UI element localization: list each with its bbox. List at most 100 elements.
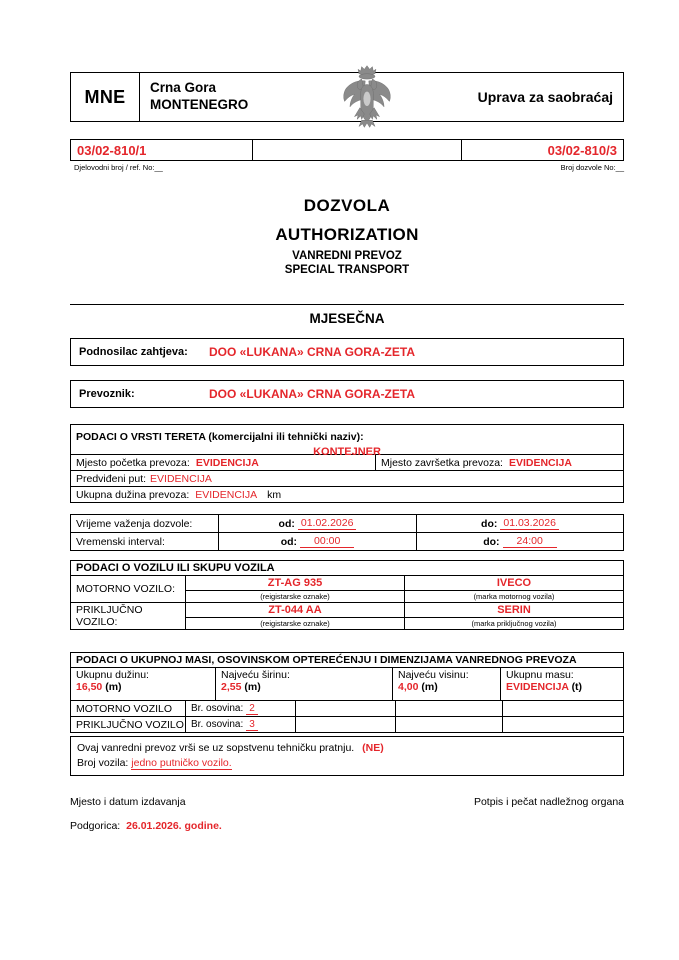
total-mass-unit: (t) <box>571 681 583 693</box>
vehicle-section: PODACI O VOZILU ILI SKUPU VOZILA MOTORNO… <box>70 560 624 630</box>
route-label: Predviđeni put: <box>76 472 147 485</box>
mass-section-header: PODACI O UKUPNOJ MASI, OSOVINSKOM OPTERE… <box>71 653 623 668</box>
applicant-row: Podnosilac zahtjeva: DOO «LUKANA» CRNA G… <box>70 338 624 366</box>
subtitle-special-transport: SPECIAL TRANSPORT <box>284 264 410 276</box>
title-dozvola: DOZVOLA <box>303 196 391 215</box>
trailer-vehicle-row: PRIKLJUČNO VOZILO: ZT-044 AA (reigistars… <box>71 603 623 629</box>
trailer-axles-cell: Br. osovina: 3 <box>186 717 296 732</box>
motor-vehicle-make-caption: (marka motornog vozila) <box>473 592 555 601</box>
width-cell: Najveću širinu: 2,55 (m) <box>216 668 393 700</box>
motor-vehicle-make-col: IVECO (marka motornog vozila) <box>405 576 623 602</box>
country-name-english: MONTENEGRO <box>150 97 249 112</box>
reference-middle-cell <box>253 140 462 160</box>
cargo-places-row: Mjesto početka prevoza: EVIDENCIJA Mjest… <box>71 455 623 471</box>
escort-vehicle-count-value: jedno putničko vozilo. <box>131 757 232 771</box>
permit-period: MJESEČNA <box>309 311 385 326</box>
origin-label: Mjesto početka prevoza: <box>76 456 190 469</box>
time-interval-label: Vremenski interval: <box>71 533 219 550</box>
trailer-axles-count: 3 <box>246 719 258 731</box>
length-unit: (m) <box>105 681 122 693</box>
trailer-plate: ZT-044 AA <box>186 603 404 618</box>
height-unit: (m) <box>421 681 438 693</box>
motor-axles-blank-2 <box>396 701 503 716</box>
country-code: MNE <box>71 73 140 121</box>
reference-left-number: 03/02-810/1 <box>77 142 147 158</box>
motor-axles-cell: Br. osovina: 2 <box>186 701 296 716</box>
interval-from-value: 00:00 <box>300 535 355 548</box>
reference-left-cell: 03/02-810/1 <box>71 140 253 160</box>
length-value-line: 16,50 (m) <box>76 681 210 693</box>
motor-axles-row: MOTORNO VOZILO Br. osovina: 2 <box>71 701 623 717</box>
issuing-date: 26.01.2026. godine. <box>126 820 222 832</box>
trailer-make-col: SERIN (marka priključnog vozila) <box>405 603 623 629</box>
motor-vehicle-row: MOTORNO VOZILO: ZT-AG 935 (reigistarske … <box>71 576 623 603</box>
country-name-local: Crna Gora <box>150 80 217 96</box>
validity-period-row: Vrijeme važenja dozvole: od: 01.02.2026 … <box>71 515 623 533</box>
distance-cell: Ukupna dužina prevoza: EVIDENCIJA km <box>71 487 623 502</box>
vehicle-section-header: PODACI O VOZILU ILI SKUPU VOZILA <box>71 561 623 576</box>
interval-to-value: 24:00 <box>502 535 557 548</box>
destination-cell: Mjesto završetka prevoza: EVIDENCIJA <box>376 455 623 470</box>
cargo-details-section: PODACI O VRSTI TERETA (komercijalni ili … <box>70 424 624 503</box>
escort-vehicle-count-label: Broj vozila: <box>77 757 129 770</box>
cargo-header-bold: PODACI O VRSTI TERETA <box>76 431 206 443</box>
applicant-value: DOO «LUKANA» CRNA GORA-ZETA <box>209 345 415 359</box>
permit-number: 03/02-810/3 <box>547 142 617 158</box>
signature-stamp-label: Potpis i pečat nadležnog organa <box>473 796 624 808</box>
trailer-axles-label: PRIKLJUČNO VOZILO <box>71 717 186 732</box>
place-date-label: Mjesto i datum izdavanja <box>70 796 186 808</box>
trailer-vehicle-label: PRIKLJUČNO VOZILO: <box>71 603 186 629</box>
time-interval-row: Vremenski interval: od: 00:00 do: 24:00 <box>71 533 623 550</box>
cargo-name-value: KONTEJNER <box>313 446 381 458</box>
interval-to-label: do: <box>483 535 500 548</box>
trailer-make: SERIN <box>405 603 623 618</box>
validity-from-label: od: <box>278 517 295 530</box>
validity-period-label: Vrijeme važenja dozvole: <box>71 515 219 532</box>
validity-from-cell: od: 01.02.2026 <box>219 515 417 532</box>
motor-vehicle-make: IVECO <box>405 576 623 591</box>
cargo-header-row: PODACI O VRSTI TERETA (komercijalni ili … <box>71 425 623 458</box>
motor-axles-label: MOTORNO VOZILO <box>71 701 186 716</box>
height-cell: Najveću visinu: 4,00 (m) <box>393 668 501 700</box>
interval-to-cell: do: 24:00 <box>417 533 623 550</box>
validity-to-label: do: <box>481 517 498 530</box>
interval-from-cell: od: 00:00 <box>219 533 417 550</box>
total-mass-value: EVIDENCIJA <box>506 681 569 693</box>
footer-labels: Mjesto i datum izdavanja Potpis i pečat … <box>70 796 624 808</box>
motor-axles-blank-1 <box>296 701 396 716</box>
trailer-axles-row: PRIKLJUČNO VOZILO Br. osovina: 3 <box>71 717 623 732</box>
escort-note-section: Ovaj vanredni prevoz vrši se uz sopstven… <box>70 736 624 776</box>
width-unit: (m) <box>244 681 261 693</box>
motor-vehicle-plate-col: ZT-AG 935 (reigistarske oznake) <box>186 576 405 602</box>
total-mass-cell: Ukupnu masu: EVIDENCIJA (t) <box>501 668 623 700</box>
trailer-axles-blank-1 <box>296 717 396 732</box>
origin-value: EVIDENCIJA <box>195 456 259 469</box>
height-value-line: 4,00 (m) <box>398 681 495 693</box>
validity-section: Vrijeme važenja dozvole: od: 01.02.2026 … <box>70 514 624 551</box>
trailer-plate-caption: (reigistarske oznake) <box>260 619 330 628</box>
title-block: DOZVOLA AUTHORIZATION VANREDNI PREVOZ SP… <box>70 196 624 276</box>
carrier-value: DOO «LUKANA» CRNA GORA-ZETA <box>209 387 415 401</box>
subtitle-vanredni-prevoz: VANREDNI PREVOZ <box>292 250 402 262</box>
route-value: EVIDENCIJA <box>150 472 212 485</box>
validity-to-cell: do: 01.03.2026 <box>417 515 623 532</box>
reference-number-row: 03/02-810/1 03/02-810/3 <box>70 139 624 161</box>
width-value-line: 2,55 (m) <box>221 681 387 693</box>
validity-to-value: 01.03.2026 <box>500 517 559 530</box>
validity-from-value: 01.02.2026 <box>297 517 357 530</box>
interval-from-label: od: <box>280 535 298 548</box>
carrier-row: Prevoznik: DOO «LUKANA» CRNA GORA-ZETA <box>70 380 624 408</box>
trailer-axles-caption: Br. osovina: <box>191 719 244 730</box>
reference-right-cell: 03/02-810/3 <box>462 140 623 160</box>
trailer-axles-blank-2 <box>396 717 503 732</box>
issuing-city: Podgorica: <box>70 820 121 832</box>
motor-axles-blank-3 <box>503 701 623 716</box>
total-mass-label: Ukupnu masu: <box>506 669 574 681</box>
motor-vehicle-label: MOTORNO VOZILO: <box>71 576 186 602</box>
destination-label: Mjesto završetka prevoza: <box>381 456 503 469</box>
cargo-distance-row: Ukupna dužina prevoza: EVIDENCIJA km <box>71 487 623 502</box>
motor-vehicle-plate: ZT-AG 935 <box>186 576 404 591</box>
total-mass-value-line: EVIDENCIJA (t) <box>506 681 618 693</box>
cargo-header-rest: (komercijalni ili tehnički naziv): <box>205 431 364 443</box>
motor-axles-caption: Br. osovina: <box>191 703 244 714</box>
